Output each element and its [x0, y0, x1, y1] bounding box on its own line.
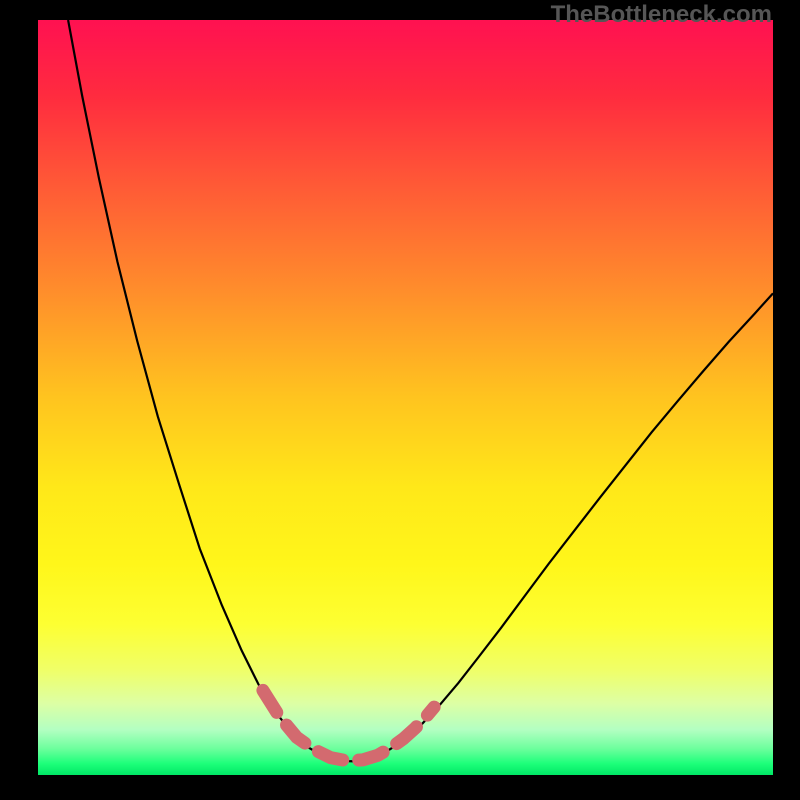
chart-svg: [38, 20, 773, 775]
gradient-background: [38, 20, 773, 775]
plot-area: [38, 20, 773, 775]
watermark-text: TheBottleneck.com: [551, 1, 772, 29]
